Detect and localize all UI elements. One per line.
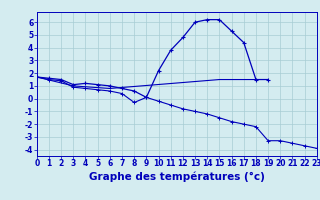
X-axis label: Graphe des températures (°c): Graphe des températures (°c) xyxy=(89,171,265,182)
